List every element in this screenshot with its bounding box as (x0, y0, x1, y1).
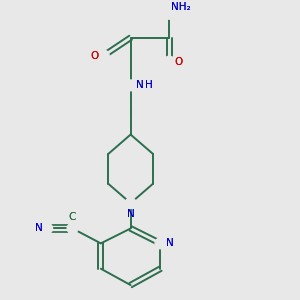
Text: H: H (145, 80, 153, 90)
Text: NH₂: NH₂ (171, 2, 190, 12)
Text: C: C (69, 212, 76, 222)
Circle shape (98, 50, 109, 61)
Text: N: N (136, 80, 144, 90)
Text: NH₂: NH₂ (171, 2, 190, 12)
Circle shape (125, 80, 136, 91)
Text: N: N (127, 209, 134, 219)
Text: H: H (145, 80, 153, 90)
Text: O: O (175, 56, 183, 67)
Circle shape (164, 8, 175, 19)
Text: N: N (166, 238, 173, 248)
Text: N: N (35, 224, 43, 233)
Circle shape (155, 238, 166, 249)
Circle shape (164, 56, 175, 67)
Circle shape (42, 223, 52, 234)
Text: N: N (166, 238, 173, 248)
Text: N: N (35, 224, 43, 233)
Text: C: C (69, 212, 76, 222)
Text: O: O (90, 51, 98, 61)
Text: O: O (175, 56, 183, 67)
Text: O: O (90, 51, 98, 61)
Circle shape (67, 223, 78, 234)
Text: N: N (136, 80, 144, 90)
Text: N: N (127, 209, 134, 219)
Circle shape (125, 198, 136, 208)
